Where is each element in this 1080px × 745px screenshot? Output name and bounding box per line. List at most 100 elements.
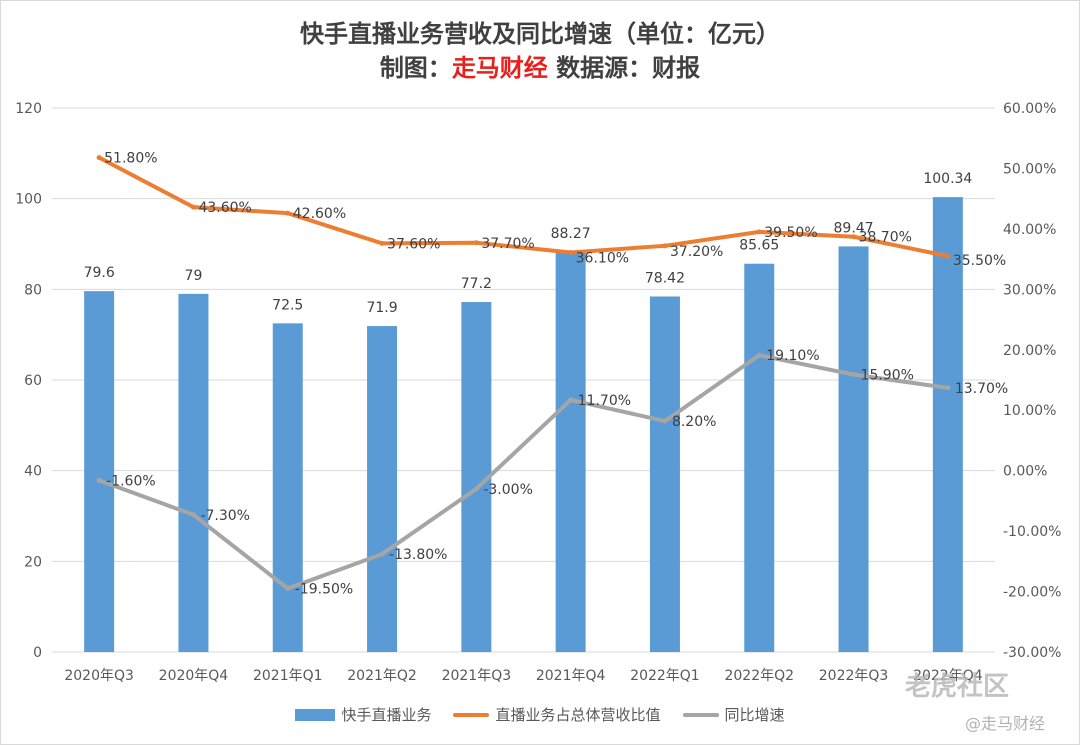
share-line-point — [190, 204, 196, 210]
growth-data-label: -19.50% — [295, 582, 353, 598]
right-axis-tick-label: -10.00% — [1003, 524, 1061, 540]
chart-plot: 0 20 40 60 80 100 120 -30.00% -20.00% -10.00% 0.00… — [15, 101, 1061, 684]
growth-line-point — [379, 551, 385, 557]
bar — [555, 251, 586, 653]
x-axis-tick-label: 2021年Q2 — [347, 668, 417, 684]
right-axis-tick-label: -30.00% — [1003, 645, 1061, 661]
bar-data-label: 89.47 — [834, 220, 874, 236]
x-axis-tick-label: 2022年Q4 — [913, 668, 983, 684]
growth-line-point — [662, 418, 668, 424]
bar-series — [84, 197, 963, 653]
legend-item-share[interactable]: 直播业务占总体营收比值 — [453, 704, 661, 725]
growth-data-label: -1.60% — [106, 473, 156, 489]
bar — [178, 293, 209, 652]
bar — [932, 197, 963, 652]
data-labels: 79.6 79 72.5 71.9 77.2 88.27 78.42 85.65 89.47 10… — [84, 151, 1009, 598]
share-data-label: 39.50% — [764, 225, 817, 241]
share-data-label: 37.20% — [670, 244, 723, 260]
bar — [272, 323, 303, 652]
growth-line-point — [285, 586, 291, 592]
growth-line-point — [756, 352, 762, 358]
bar — [649, 296, 680, 652]
x-axis-tick-label: 2020年Q3 — [64, 668, 134, 684]
right-axis-tick-label: 0.00% — [1003, 464, 1047, 480]
share-data-label: 43.60% — [198, 200, 251, 216]
share-line-point — [945, 253, 951, 259]
bar — [838, 246, 869, 653]
growth-line-point — [568, 397, 574, 403]
bar — [744, 263, 775, 652]
x-axis-tick-label: 2020年Q4 — [159, 668, 229, 684]
share-data-label: 36.10% — [576, 250, 629, 266]
x-axis-tick-label: 2021年Q1 — [253, 668, 323, 684]
share-line-point — [662, 243, 668, 249]
left-axis-tick-label: 60 — [24, 373, 42, 389]
right-axis-tick-label: -20.00% — [1003, 585, 1061, 601]
x-axis-tick-label: 2021年Q4 — [536, 668, 606, 684]
legend-item-bars[interactable]: 快手直播业务 — [295, 704, 431, 725]
legend-swatch-growth — [682, 712, 719, 717]
growth-data-label: 13.70% — [955, 381, 1008, 397]
legend-label-share: 直播业务占总体营收比值 — [495, 706, 661, 724]
share-data-label: 51.80% — [104, 151, 157, 167]
bar-data-label: 78.42 — [645, 270, 685, 286]
left-axis-tick-label: 100 — [15, 192, 42, 208]
growth-line-point — [851, 372, 857, 378]
left-axis-tick-label: 120 — [15, 101, 42, 117]
share-data-label: 37.60% — [387, 236, 440, 252]
right-axis-tick-label: 10.00% — [1003, 403, 1056, 419]
growth-data-label: 8.20% — [672, 414, 716, 430]
bar-data-label: 71.9 — [366, 300, 397, 316]
right-axis-tick-label: 60.00% — [1003, 101, 1056, 117]
share-line-point — [379, 240, 385, 246]
legend-item-growth[interactable]: 同比增速 — [682, 704, 785, 725]
right-axis-tick-label: 50.00% — [1003, 161, 1056, 177]
right-axis-tick-label: 40.00% — [1003, 222, 1056, 238]
share-data-label: 38.70% — [859, 230, 912, 246]
legend-label-growth: 同比增速 — [724, 706, 785, 724]
chart-subtitle: 制图：走马财经 数据源：财报 — [0, 48, 1080, 83]
legend-label-bars: 快手直播业务 — [341, 706, 432, 724]
growth-line-point — [473, 486, 479, 492]
legend-swatch-share — [453, 712, 490, 717]
left-axis-tick-label: 80 — [24, 282, 42, 298]
x-axis-tick-label: 2021年Q3 — [442, 668, 512, 684]
subtitle-prefix: 制图： — [379, 54, 452, 82]
right-axis-tick-label: 20.00% — [1003, 343, 1056, 359]
share-line-point — [568, 249, 574, 255]
growth-line-point — [945, 385, 951, 391]
left-axis-tick-label: 0 — [33, 645, 42, 661]
growth-data-label: -13.80% — [389, 547, 447, 563]
x-axis-tick-label: 2022年Q3 — [819, 668, 889, 684]
growth-data-label: 19.10% — [766, 348, 819, 364]
share-data-label: 42.60% — [293, 206, 346, 222]
growth-data-label: 11.70% — [578, 393, 631, 409]
share-line-point — [756, 229, 762, 235]
share-line-point — [851, 234, 857, 240]
bar-data-label: 79.6 — [84, 265, 115, 281]
growth-data-label: 15.90% — [861, 368, 914, 384]
bar-data-label: 100.34 — [923, 171, 972, 187]
watermark-author: @走马财经 — [965, 714, 1046, 733]
growth-line-point — [96, 477, 102, 483]
share-line-point — [96, 155, 102, 161]
share-line — [97, 155, 950, 259]
bar-data-label: 85.65 — [739, 238, 779, 254]
line-series — [96, 155, 951, 592]
growth-line — [97, 353, 950, 591]
share-data-label: 37.70% — [481, 236, 534, 252]
right-axis-tick-label: 30.00% — [1003, 282, 1056, 298]
x-axis-tick-label: 2022年Q1 — [630, 668, 700, 684]
share-line-point — [473, 240, 479, 246]
growth-data-label: -3.00% — [483, 482, 533, 498]
bar — [84, 291, 115, 652]
chart-title: 快手直播业务营收及同比增速（单位：亿元） — [300, 20, 780, 48]
bar-data-label: 77.2 — [461, 276, 492, 292]
bar-data-label: 79 — [185, 268, 203, 284]
legend-swatch-bar — [295, 708, 336, 721]
axes: 0 20 40 60 80 100 120 -30.00% -20.00% -10.00% 0.00… — [15, 101, 1061, 684]
share-data-label: 35.50% — [953, 253, 1006, 269]
growth-line-point — [190, 512, 196, 518]
left-axis-tick-label: 20 — [24, 554, 42, 570]
bar — [367, 326, 398, 652]
